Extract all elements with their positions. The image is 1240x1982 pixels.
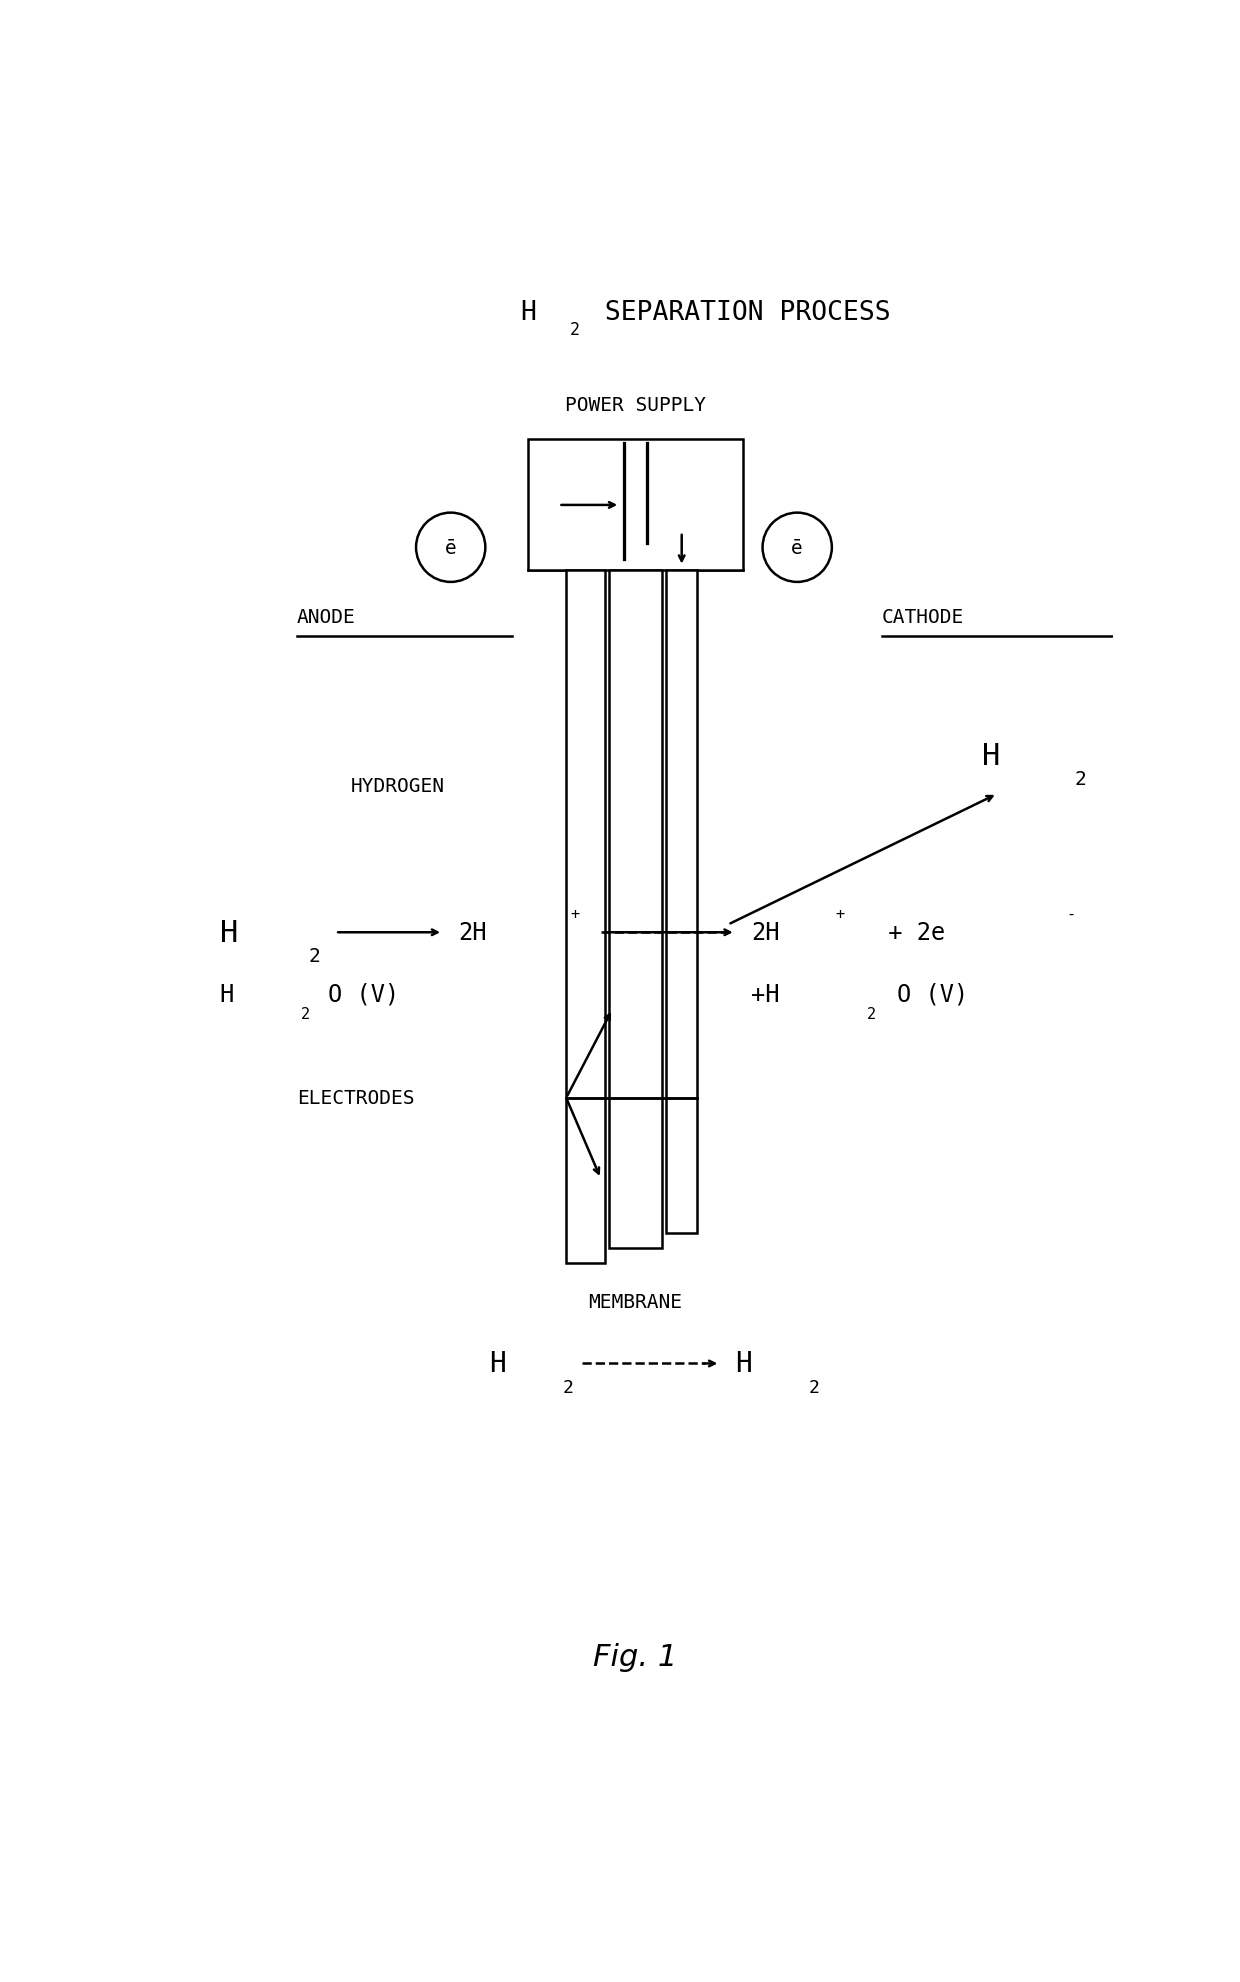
Text: H: H — [490, 1350, 506, 1377]
Text: H: H — [219, 983, 234, 1007]
Text: Fig. 1: Fig. 1 — [594, 1641, 677, 1671]
Text: 2: 2 — [563, 1377, 573, 1395]
Text: H: H — [520, 299, 536, 327]
Text: -: - — [1066, 906, 1076, 922]
Text: CATHODE: CATHODE — [882, 608, 965, 626]
Text: H: H — [219, 918, 238, 947]
Text: 2: 2 — [570, 321, 580, 339]
Text: H: H — [735, 1350, 753, 1377]
Bar — [609, 571, 662, 1249]
Text: 2: 2 — [867, 1007, 875, 1021]
Text: MEMBRANE: MEMBRANE — [589, 1292, 682, 1312]
Text: POWER SUPPLY: POWER SUPPLY — [565, 396, 706, 414]
Text: ANODE: ANODE — [296, 608, 356, 626]
Bar — [528, 440, 743, 571]
Bar — [666, 571, 697, 1233]
Text: 2H: 2H — [751, 922, 780, 945]
Text: ē: ē — [445, 539, 456, 557]
Text: ē: ē — [791, 539, 804, 557]
Text: H: H — [982, 741, 1001, 771]
Text: +: + — [836, 906, 844, 922]
Text: ELECTRODES: ELECTRODES — [296, 1088, 414, 1108]
Text: O (V): O (V) — [898, 983, 968, 1007]
Text: 2: 2 — [300, 1007, 310, 1021]
Text: 2H: 2H — [459, 922, 487, 945]
Text: HYDROGEN: HYDROGEN — [351, 777, 445, 797]
Text: 2: 2 — [309, 945, 320, 965]
Text: + 2e: + 2e — [874, 922, 945, 945]
Text: O (V): O (V) — [327, 983, 399, 1007]
Text: 2: 2 — [808, 1377, 820, 1395]
Text: +: + — [570, 906, 579, 922]
Text: SEPARATION PROCESS: SEPARATION PROCESS — [589, 299, 890, 327]
Bar — [567, 571, 605, 1265]
Text: +H: +H — [751, 983, 780, 1007]
Text: 2: 2 — [1074, 769, 1086, 789]
